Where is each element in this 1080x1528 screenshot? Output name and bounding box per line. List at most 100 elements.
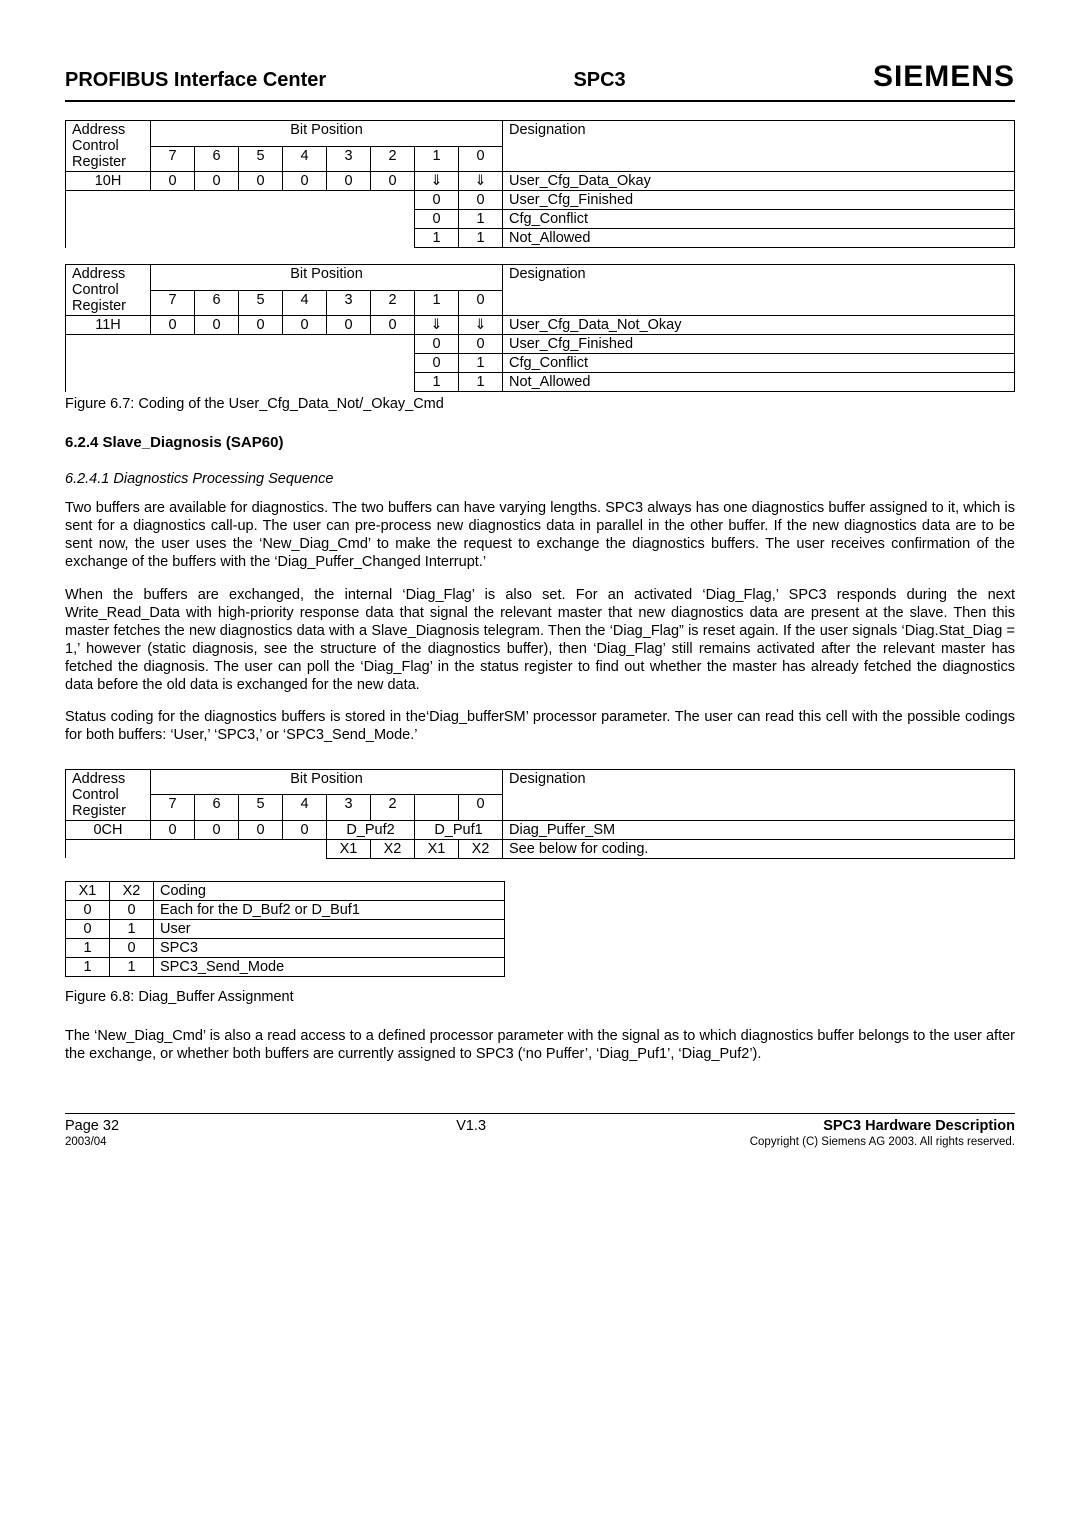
cell: 3: [327, 795, 371, 821]
cell: 6: [195, 795, 239, 821]
table-coding: X1 X2 Coding 0 0 Each for the D_Buf2 or …: [65, 881, 505, 977]
cell: [415, 795, 459, 821]
footer-date: 2003/04: [65, 1136, 107, 1148]
cell: 1: [415, 373, 459, 392]
cell: 2: [371, 795, 415, 821]
cell: SPC3_Send_Mode: [154, 957, 505, 976]
cell: 0: [283, 820, 327, 839]
cell: 1: [415, 290, 459, 316]
cell: 0: [151, 820, 195, 839]
cell: Address Control Register: [72, 266, 126, 314]
cell: 0: [415, 191, 459, 210]
cell: 0: [459, 290, 503, 316]
cell: 0: [415, 210, 459, 229]
cell: 0: [459, 335, 503, 354]
cell: 6: [195, 146, 239, 172]
cell: 1: [110, 919, 154, 938]
cell: 1: [459, 354, 503, 373]
section-heading: 6.2.4 Slave_Diagnosis (SAP60): [65, 434, 1015, 451]
header-left: PROFIBUS Interface Center: [65, 69, 326, 92]
cell: X1: [327, 839, 371, 858]
cell: 7: [151, 795, 195, 821]
cell: Diag_Puffer_SM: [503, 820, 1015, 839]
cell: 0: [415, 335, 459, 354]
cell: 0: [110, 900, 154, 919]
cell: 7: [151, 146, 195, 172]
cell: User_Cfg_Data_Not_Okay: [503, 316, 1015, 335]
cell: ⇓: [459, 172, 503, 191]
footer-title: SPC3 Hardware Description: [823, 1118, 1015, 1134]
cell: 1: [110, 957, 154, 976]
cell: 1: [415, 229, 459, 248]
cell: 0: [151, 316, 195, 335]
cell: 0: [371, 316, 415, 335]
cell: 3: [327, 290, 371, 316]
cell: D_Puf2: [327, 820, 415, 839]
figure-caption: Figure 6.7: Coding of the User_Cfg_Data_…: [65, 396, 1015, 412]
cell: X2: [371, 839, 415, 858]
cell: ⇓: [459, 316, 503, 335]
cell: Designation: [509, 122, 586, 138]
cell: X2: [110, 881, 154, 900]
table-10h: Address Control Register Bit Position De…: [65, 120, 1015, 248]
cell: 0: [239, 820, 283, 839]
cell: 2: [371, 290, 415, 316]
footer-page: Page 32: [65, 1118, 119, 1134]
page-footer: Page 32 V1.3 SPC3 Hardware Description 2…: [65, 1113, 1015, 1148]
paragraph: The ‘New_Diag_Cmd’ is also a read access…: [65, 1027, 1015, 1063]
cell: D_Puf1: [415, 820, 503, 839]
cell: Bit Position: [290, 122, 363, 138]
cell: 4: [283, 146, 327, 172]
cell: Designation: [509, 266, 586, 282]
header-mid: SPC3: [573, 69, 625, 92]
cell: 5: [239, 146, 283, 172]
cell: Not_Allowed: [503, 373, 1015, 392]
cell: X1: [415, 839, 459, 858]
cell: User: [154, 919, 505, 938]
cell: X2: [459, 839, 503, 858]
cell: Address Control Register: [72, 771, 126, 819]
footer-copyright: Copyright (C) Siemens AG 2003. All right…: [750, 1136, 1015, 1148]
cell: 0: [283, 172, 327, 191]
cell: 1: [66, 957, 110, 976]
cell: 0: [239, 316, 283, 335]
cell: 0: [66, 919, 110, 938]
cell: 10H: [66, 172, 151, 191]
cell: User_Cfg_Finished: [503, 191, 1015, 210]
cell: Not_Allowed: [503, 229, 1015, 248]
cell: 7: [151, 290, 195, 316]
cell: 0: [371, 172, 415, 191]
cell: 0: [283, 316, 327, 335]
cell: 1: [415, 146, 459, 172]
cell: 1: [459, 229, 503, 248]
cell: 6: [195, 290, 239, 316]
cell: 0: [195, 172, 239, 191]
page-header: PROFIBUS Interface Center SPC3 SIEMENS: [65, 60, 1015, 102]
cell: X1: [66, 881, 110, 900]
cell: Coding: [154, 881, 505, 900]
cell: 0: [459, 146, 503, 172]
paragraph: Two buffers are available for diagnostic…: [65, 499, 1015, 572]
cell: 5: [239, 290, 283, 316]
cell: Bit Position: [290, 266, 363, 282]
siemens-logo: SIEMENS: [873, 60, 1015, 94]
paragraph: Status coding for the diagnostics buffer…: [65, 708, 1015, 744]
cell: User_Cfg_Data_Okay: [503, 172, 1015, 191]
cell: 1: [66, 938, 110, 957]
cell: Cfg_Conflict: [503, 354, 1015, 373]
cell: 3: [327, 146, 371, 172]
cell: Bit Position: [290, 771, 363, 787]
cell: 0: [151, 172, 195, 191]
cell: 0: [195, 316, 239, 335]
cell: 4: [283, 290, 327, 316]
footer-version: V1.3: [456, 1118, 486, 1134]
cell: 0: [327, 172, 371, 191]
cell: Designation: [509, 771, 586, 787]
table-0ch: Address Control Register Bit Position De…: [65, 769, 1015, 859]
cell: 1: [459, 210, 503, 229]
cell: 1: [459, 373, 503, 392]
cell: ⇓: [415, 172, 459, 191]
cell: See below for coding.: [503, 839, 1015, 858]
cell: 0: [459, 795, 503, 821]
cell: Each for the D_Buf2 or D_Buf1: [154, 900, 505, 919]
